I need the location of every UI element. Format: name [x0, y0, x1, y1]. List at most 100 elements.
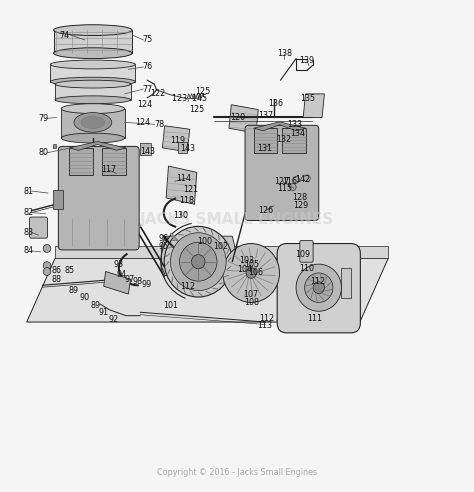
- Ellipse shape: [61, 104, 125, 114]
- Text: 92: 92: [109, 315, 119, 324]
- Circle shape: [296, 264, 341, 311]
- Circle shape: [180, 242, 217, 281]
- Text: 143: 143: [140, 147, 155, 156]
- Text: 93: 93: [114, 260, 124, 269]
- Text: 76: 76: [142, 62, 152, 71]
- Text: 111: 111: [308, 314, 322, 323]
- Text: 109: 109: [296, 250, 311, 259]
- Text: 142: 142: [295, 175, 310, 184]
- Circle shape: [313, 282, 324, 294]
- Text: 122: 122: [150, 90, 165, 98]
- FancyBboxPatch shape: [245, 125, 319, 220]
- Text: 115: 115: [278, 184, 293, 192]
- Ellipse shape: [55, 96, 131, 104]
- Text: 112: 112: [259, 314, 274, 323]
- FancyBboxPatch shape: [29, 217, 47, 238]
- Bar: [53, 189, 63, 209]
- Text: 84: 84: [23, 246, 33, 255]
- Polygon shape: [162, 126, 190, 152]
- Polygon shape: [61, 109, 125, 138]
- Ellipse shape: [61, 133, 125, 143]
- Text: 106: 106: [248, 269, 264, 277]
- Text: JACKS SMALL ENGINES: JACKS SMALL ENGINES: [140, 212, 334, 226]
- Text: 143: 143: [180, 144, 195, 154]
- Circle shape: [43, 268, 51, 276]
- Ellipse shape: [81, 116, 105, 128]
- Text: 90: 90: [80, 293, 90, 302]
- Text: 118: 118: [179, 196, 194, 205]
- Text: 123, 145: 123, 145: [172, 94, 207, 103]
- Ellipse shape: [74, 113, 112, 132]
- Polygon shape: [161, 236, 237, 276]
- Text: 97: 97: [124, 275, 134, 284]
- Text: 136: 136: [268, 99, 283, 108]
- Text: 131: 131: [257, 144, 272, 154]
- Text: 124: 124: [135, 118, 150, 127]
- Text: 134: 134: [290, 129, 305, 138]
- FancyBboxPatch shape: [300, 241, 313, 262]
- Circle shape: [43, 262, 51, 270]
- Text: Copyright © 2016 - Jacks Small Engines: Copyright © 2016 - Jacks Small Engines: [157, 468, 317, 477]
- Text: 126: 126: [258, 206, 273, 215]
- Text: 83: 83: [23, 228, 33, 237]
- Text: 102: 102: [213, 243, 228, 251]
- Text: 133: 133: [287, 120, 302, 129]
- Circle shape: [191, 255, 205, 269]
- Text: 104: 104: [237, 265, 252, 274]
- Polygon shape: [54, 30, 132, 53]
- Text: 89: 89: [69, 286, 79, 295]
- Text: 75: 75: [142, 35, 152, 44]
- Text: 88: 88: [52, 275, 62, 284]
- Text: 100: 100: [197, 237, 212, 246]
- Text: 79: 79: [38, 114, 48, 123]
- Circle shape: [164, 226, 232, 297]
- Circle shape: [304, 175, 310, 182]
- Text: 127: 127: [274, 177, 290, 186]
- Text: 85: 85: [64, 266, 74, 275]
- Polygon shape: [254, 128, 277, 153]
- Text: 125: 125: [189, 105, 204, 114]
- Text: 112: 112: [180, 282, 195, 291]
- Ellipse shape: [50, 77, 136, 86]
- Bar: [50, 64, 136, 82]
- Circle shape: [43, 245, 51, 252]
- Text: 94: 94: [116, 270, 126, 279]
- Text: 138: 138: [277, 49, 292, 58]
- Text: 139: 139: [300, 56, 315, 65]
- Polygon shape: [282, 128, 306, 153]
- Text: 80: 80: [38, 148, 48, 157]
- Text: 108: 108: [244, 298, 259, 307]
- Text: 74: 74: [59, 31, 70, 39]
- Ellipse shape: [54, 25, 132, 35]
- Bar: [55, 84, 131, 100]
- Text: 82: 82: [23, 208, 33, 217]
- Text: 98: 98: [133, 277, 143, 286]
- Text: 135: 135: [301, 94, 316, 103]
- Text: 112: 112: [310, 277, 325, 286]
- Text: 128: 128: [292, 193, 307, 202]
- Text: 119: 119: [170, 136, 185, 145]
- Text: 114: 114: [177, 174, 191, 183]
- Circle shape: [170, 233, 226, 291]
- Text: 81: 81: [23, 186, 33, 195]
- Text: 95: 95: [159, 243, 169, 251]
- Polygon shape: [102, 148, 126, 175]
- Text: 86: 86: [52, 266, 62, 275]
- Polygon shape: [55, 246, 388, 258]
- Text: 78: 78: [154, 120, 164, 129]
- Circle shape: [223, 244, 280, 303]
- Text: 91: 91: [99, 308, 109, 317]
- Text: 99: 99: [141, 280, 151, 289]
- Text: 130: 130: [173, 211, 188, 220]
- Text: 103: 103: [239, 256, 254, 265]
- Text: 129: 129: [293, 201, 309, 210]
- Polygon shape: [303, 94, 324, 118]
- Polygon shape: [341, 268, 351, 298]
- Text: 96: 96: [159, 234, 169, 243]
- Text: 77: 77: [142, 85, 152, 93]
- Text: 105: 105: [245, 260, 260, 269]
- FancyBboxPatch shape: [277, 244, 360, 333]
- Text: 116: 116: [283, 177, 297, 186]
- Text: 101: 101: [164, 302, 178, 310]
- Text: 110: 110: [300, 264, 314, 273]
